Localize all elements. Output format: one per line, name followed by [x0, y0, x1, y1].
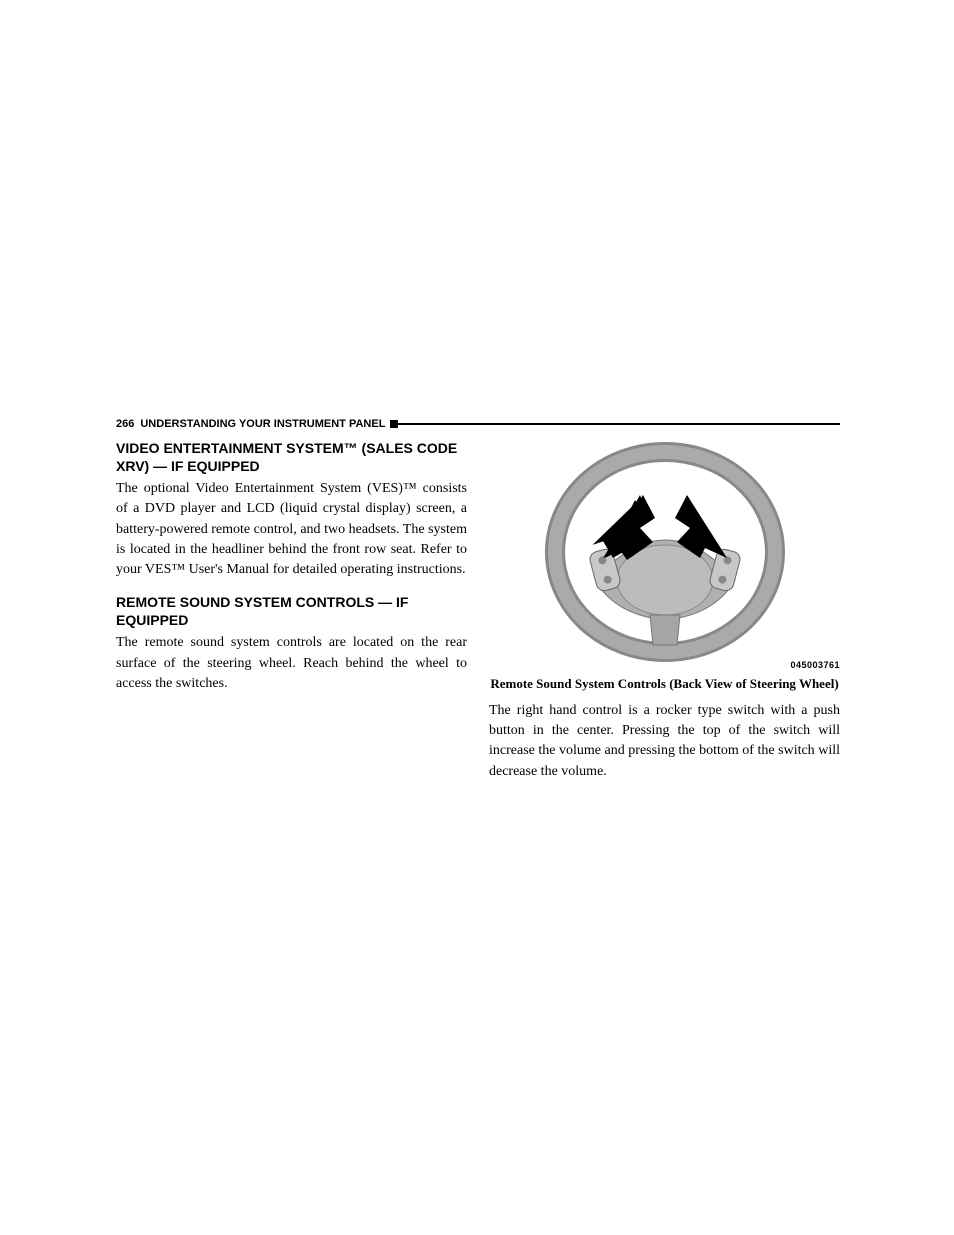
paragraph-ves: The optional Video Entertainment System …: [116, 479, 467, 580]
figure-id: 045003761: [790, 660, 840, 670]
header-rule: [391, 423, 840, 425]
right-column: 045003761 Remote Sound System Controls (…: [489, 440, 840, 796]
left-column: VIDEO ENTERTAINMENT SYSTEM™ (SALES CODE …: [116, 440, 467, 796]
page-header: 266 UNDERSTANDING YOUR INSTRUMENT PANEL: [116, 418, 840, 430]
heading-remote-sound: REMOTE SOUND SYSTEM CONTROLS — IF EQUIPP…: [116, 594, 467, 629]
page-content: 266 UNDERSTANDING YOUR INSTRUMENT PANEL …: [116, 418, 840, 796]
paragraph-rocker: The right hand control is a rocker type …: [489, 701, 840, 782]
two-column-layout: VIDEO ENTERTAINMENT SYSTEM™ (SALES CODE …: [116, 440, 840, 796]
steering-wheel-icon: [535, 440, 795, 665]
section-title: UNDERSTANDING YOUR INSTRUMENT PANEL: [140, 418, 385, 430]
steering-wheel-figure: 045003761: [489, 440, 840, 670]
paragraph-remote-sound: The remote sound system controls are loc…: [116, 633, 467, 694]
figure-caption: Remote Sound System Controls (Back View …: [489, 676, 840, 693]
heading-ves: VIDEO ENTERTAINMENT SYSTEM™ (SALES CODE …: [116, 440, 467, 475]
page-number: 266: [116, 418, 134, 430]
